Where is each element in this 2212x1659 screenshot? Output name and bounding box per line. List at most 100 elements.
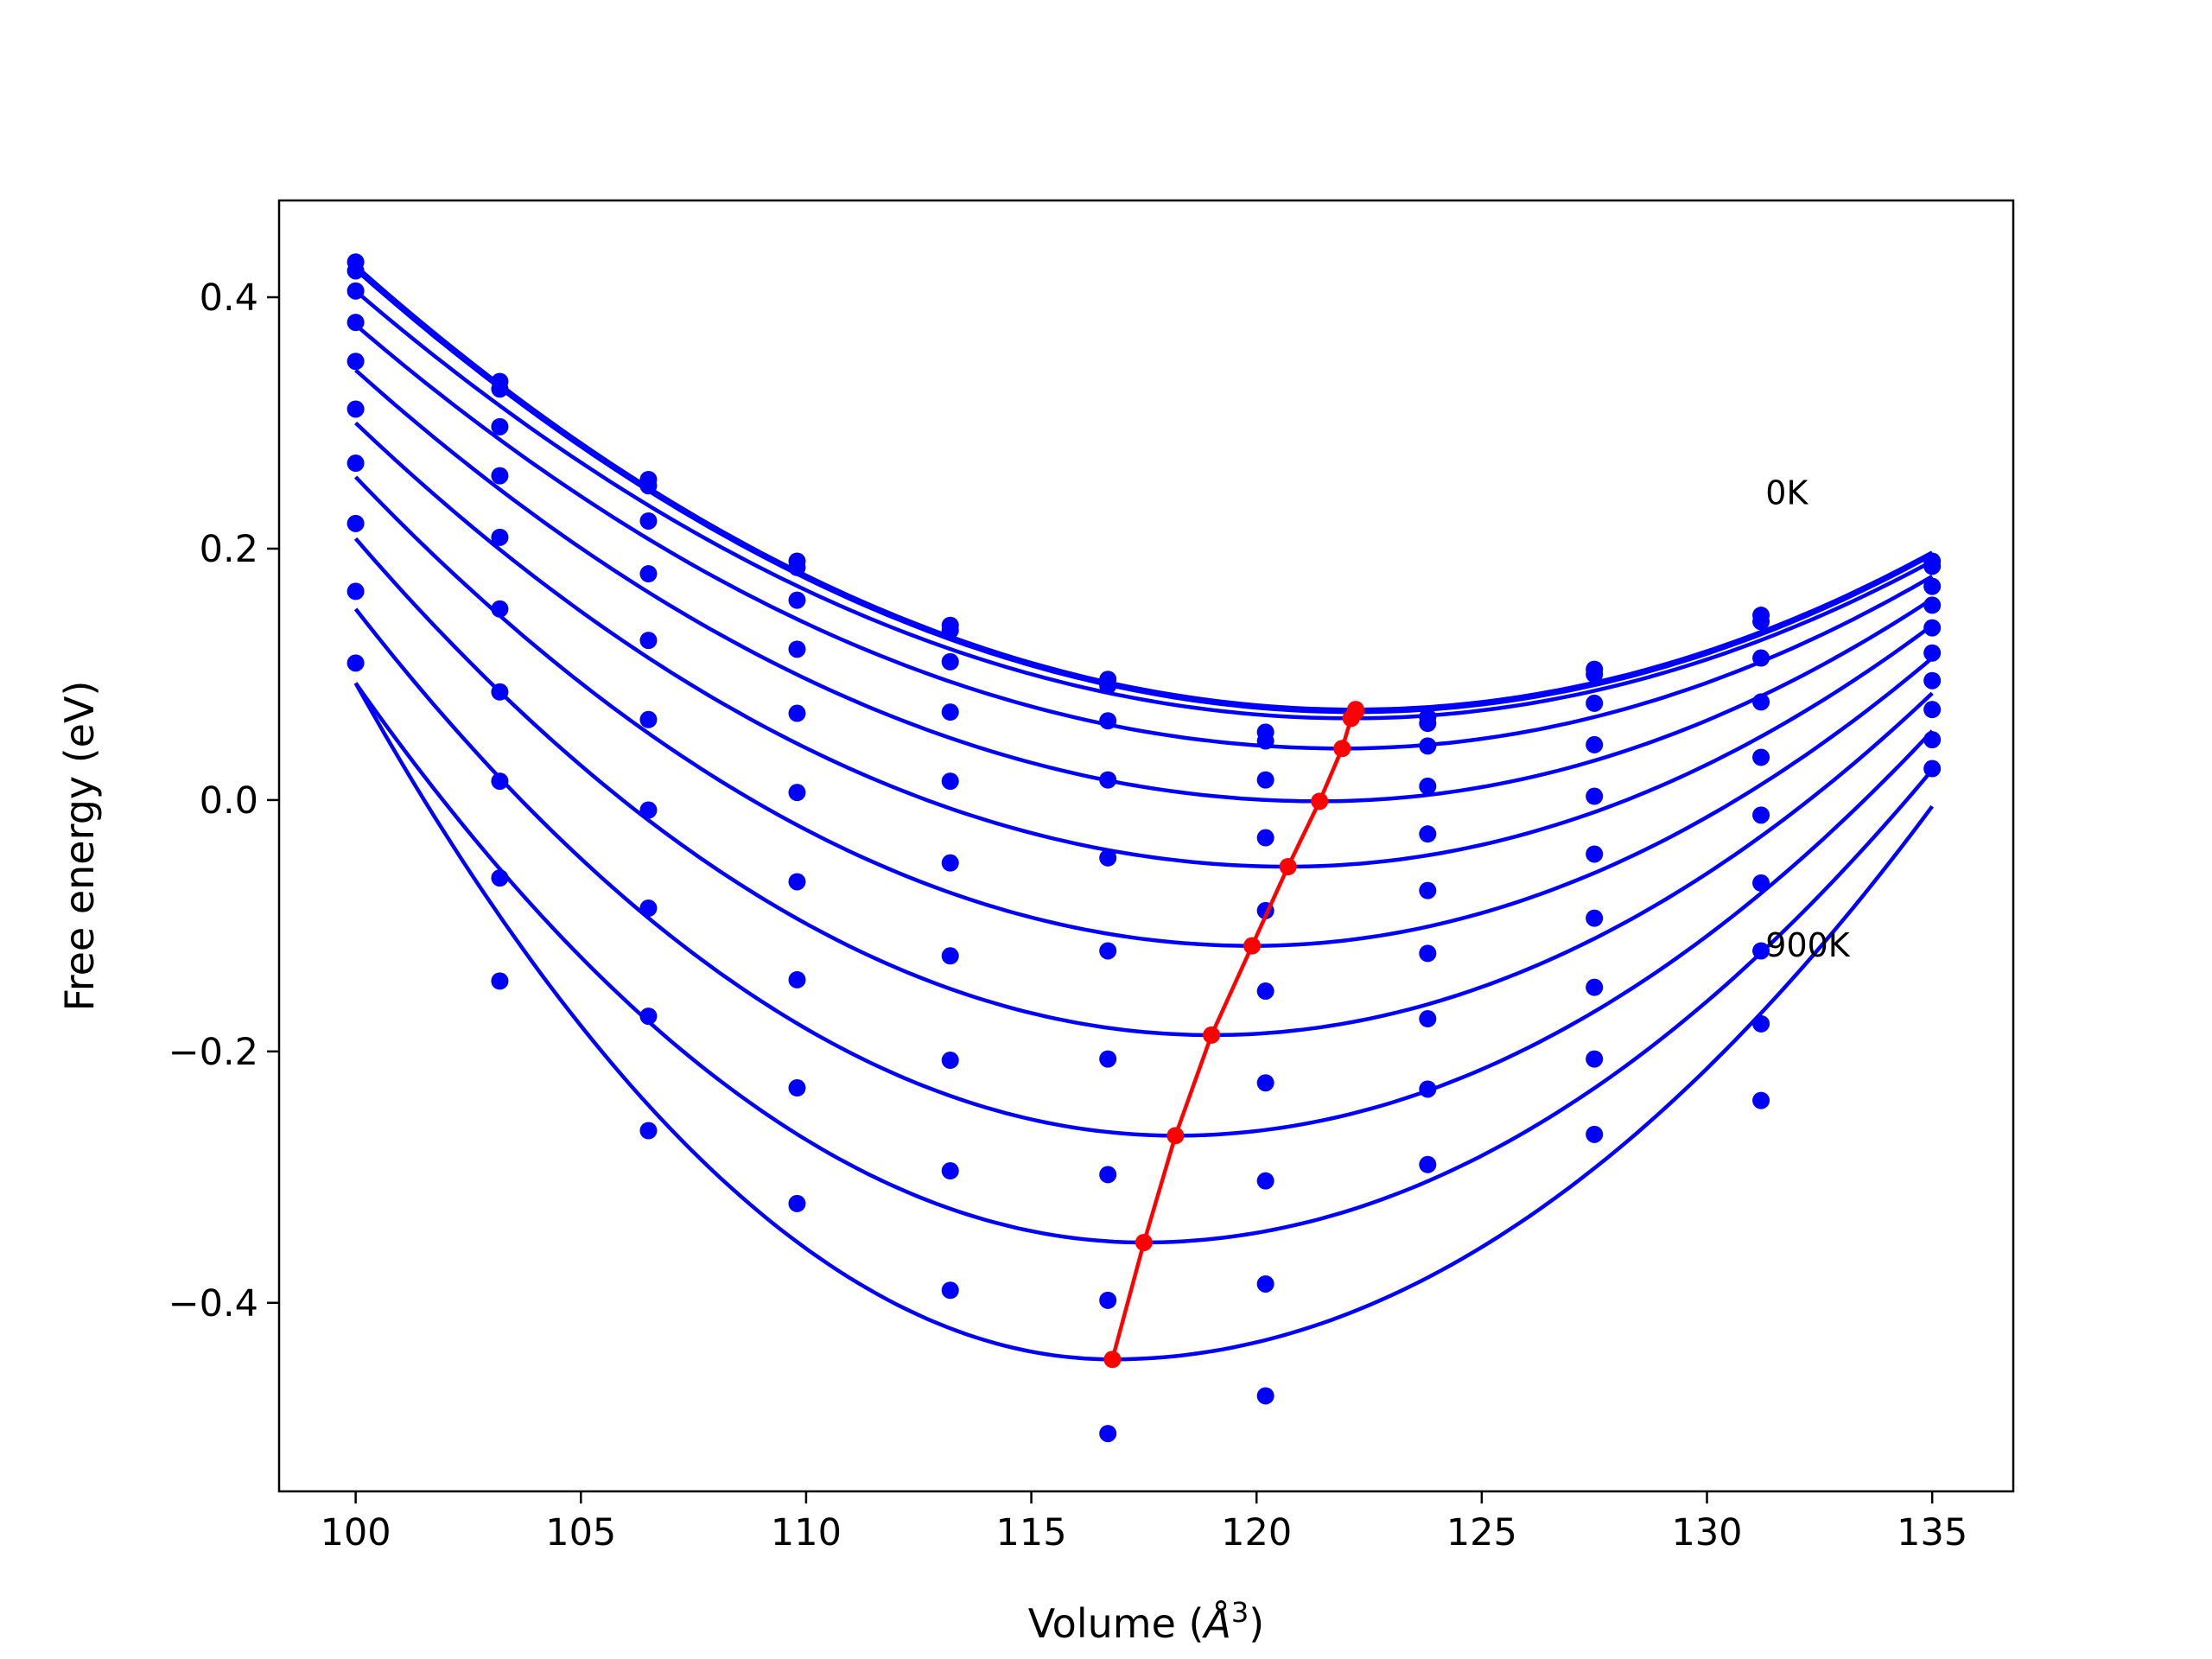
- data-point-5-2: [639, 710, 658, 728]
- data-point-1-8: [1586, 665, 1604, 683]
- data-point-1-5: [1099, 677, 1117, 695]
- data-point-6-4: [941, 947, 959, 965]
- data-point-2-7: [1419, 737, 1437, 755]
- data-point-1-10: [1923, 557, 1942, 575]
- data-point-5-3: [788, 784, 806, 802]
- data-point-7-3: [788, 970, 806, 988]
- minimum-point-4: [1311, 792, 1329, 810]
- data-point-5-4: [941, 854, 959, 872]
- minimum-point-2: [1342, 709, 1360, 728]
- data-point-7-8: [1586, 978, 1604, 996]
- data-point-3-0: [346, 314, 365, 332]
- data-point-6-9: [1752, 874, 1770, 892]
- data-point-5-10: [1923, 644, 1942, 662]
- fit-curve-5: [354, 421, 1934, 869]
- x-axis-label-superscript: 3: [1231, 1596, 1249, 1629]
- data-point-1-9: [1752, 613, 1770, 631]
- plot-frame: [277, 199, 2015, 1493]
- data-point-9-2: [639, 1122, 658, 1140]
- data-point-4-2: [639, 632, 658, 650]
- data-point-9-5: [1099, 1425, 1117, 1443]
- data-point-9-10: [1923, 760, 1942, 778]
- data-point-8-2: [639, 1007, 658, 1026]
- data-point-6-5: [1099, 1050, 1117, 1068]
- data-point-4-4: [941, 772, 959, 791]
- data-point-3-2: [639, 565, 658, 583]
- data-point-8-8: [1586, 1050, 1604, 1068]
- minimum-point-6: [1243, 937, 1262, 955]
- fit-curve-3: [354, 323, 1934, 751]
- fit-curve-10: [353, 682, 1935, 1362]
- data-point-8-6: [1256, 1274, 1274, 1293]
- data-point-1-2: [639, 477, 658, 495]
- data-point-4-5: [1099, 849, 1117, 867]
- minimum-point-3: [1333, 740, 1351, 758]
- data-point-7-10: [1923, 701, 1942, 719]
- data-point-5-9: [1752, 806, 1770, 824]
- data-point-3-1: [491, 467, 509, 485]
- data-point-8-9: [1752, 1014, 1770, 1033]
- data-point-2-6: [1256, 771, 1274, 789]
- data-point-7-9: [1752, 942, 1770, 960]
- data-point-6-7: [1419, 944, 1437, 963]
- annotation-1: 900K: [1765, 926, 1851, 964]
- data-point-6-6: [1256, 1074, 1274, 1092]
- data-point-4-7: [1419, 825, 1437, 843]
- data-point-7-5: [1099, 1166, 1117, 1184]
- data-point-7-6: [1256, 1172, 1274, 1190]
- data-point-3-3: [788, 640, 806, 658]
- y-tick-label-3: 0.2: [200, 528, 258, 571]
- x-axis-ticks: 100 105 110 115 120 125 130 135: [321, 1491, 1967, 1554]
- data-point-8-4: [941, 1162, 959, 1180]
- minimum-point-8: [1166, 1127, 1185, 1145]
- data-point-9-1: [491, 972, 509, 990]
- y-tick-label-4: 0.4: [200, 276, 258, 320]
- data-point-2-5: [1099, 712, 1117, 730]
- data-point-5-5: [1099, 942, 1117, 960]
- data-point-7-1: [491, 772, 509, 791]
- data-point-9-8: [1586, 1125, 1604, 1143]
- data-point-6-2: [639, 801, 658, 819]
- minimum-point-10: [1103, 1351, 1122, 1369]
- data-point-5-7: [1419, 881, 1437, 899]
- data-point-2-2: [639, 512, 658, 530]
- data-point-3-4: [941, 703, 959, 721]
- data-point-1-0: [346, 262, 365, 280]
- data-point-3-9: [1752, 693, 1770, 711]
- data-point-5-1: [491, 600, 509, 618]
- data-point-4-10: [1923, 619, 1942, 637]
- x-tick-label-3: 115: [996, 1511, 1067, 1554]
- y-tick-label-1: −0.2: [168, 1031, 258, 1074]
- y-axis-label: Free energy (eV): [56, 681, 103, 1012]
- data-point-9-3: [788, 1194, 806, 1212]
- x-tick-label-2: 110: [771, 1511, 842, 1554]
- data-point-6-8: [1586, 909, 1604, 927]
- data-point-7-4: [941, 1052, 959, 1070]
- data-point-9-9: [1752, 1091, 1770, 1109]
- fit-curve-7: [353, 537, 1934, 1038]
- data-point-1-4: [941, 621, 959, 639]
- x-tick-label-7: 135: [1897, 1511, 1967, 1554]
- data-point-7-0: [346, 514, 365, 532]
- data-point-1-7: [1419, 715, 1437, 733]
- data-point-6-10: [1923, 671, 1942, 690]
- annotations: 0K 900K: [1765, 474, 1851, 964]
- x-tick-label-0: 100: [321, 1511, 391, 1554]
- data-point-2-0: [346, 282, 365, 300]
- data-point-4-1: [491, 528, 509, 546]
- data-point-2-4: [941, 652, 959, 671]
- data-point-6-1: [491, 683, 509, 701]
- data-point-3-7: [1419, 777, 1437, 795]
- data-point-5-0: [346, 400, 365, 418]
- y-axis-ticks: −0.4 −0.2 0.0 0.2 0.4: [168, 276, 279, 1325]
- data-point-2-9: [1752, 649, 1770, 667]
- data-point-1-3: [788, 558, 806, 576]
- x-tick-label-1: 105: [545, 1511, 616, 1554]
- data-point-8-0: [346, 582, 365, 601]
- data-point-3-6: [1256, 829, 1274, 847]
- data-point-3-5: [1099, 771, 1117, 789]
- fit-curve-1: [354, 268, 1934, 715]
- minimum-point-9: [1135, 1233, 1153, 1251]
- data-point-9-0: [346, 654, 365, 672]
